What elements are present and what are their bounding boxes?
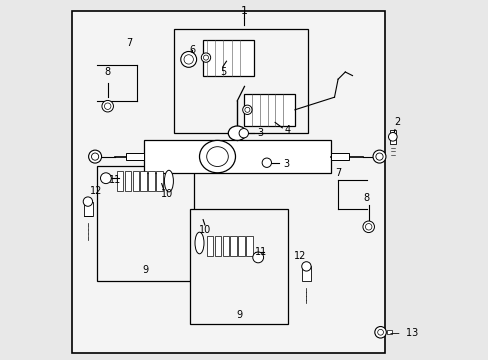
Bar: [124, 171, 131, 191]
Text: 2: 2: [393, 117, 400, 127]
Bar: [214, 236, 221, 256]
Bar: [389, 130, 395, 144]
Text: 5: 5: [219, 67, 225, 77]
Bar: [156, 171, 163, 191]
Circle shape: [375, 153, 382, 160]
Circle shape: [244, 107, 249, 112]
Circle shape: [252, 252, 263, 263]
Bar: [174, 29, 307, 133]
Bar: [72, 11, 384, 353]
Circle shape: [242, 105, 251, 114]
Circle shape: [104, 103, 111, 109]
Text: 9: 9: [142, 265, 148, 275]
Text: 3: 3: [282, 159, 288, 169]
Bar: [84, 202, 93, 216]
Circle shape: [262, 158, 271, 167]
Ellipse shape: [164, 170, 173, 192]
Circle shape: [102, 100, 113, 112]
Text: 4: 4: [284, 125, 290, 135]
Ellipse shape: [199, 140, 235, 173]
Bar: [97, 166, 194, 281]
Text: 10: 10: [161, 189, 173, 199]
Bar: [203, 40, 253, 76]
Text: 12: 12: [90, 186, 102, 196]
Bar: [132, 171, 139, 191]
Bar: [143, 140, 330, 173]
Circle shape: [101, 173, 111, 184]
Text: 6: 6: [189, 45, 195, 55]
Text: —  13: — 13: [389, 328, 418, 338]
Circle shape: [181, 51, 196, 67]
Text: 8: 8: [104, 67, 111, 77]
Circle shape: [387, 132, 396, 141]
Text: 10: 10: [198, 225, 211, 235]
Bar: [330, 153, 348, 160]
Circle shape: [365, 224, 371, 230]
Circle shape: [374, 327, 386, 338]
Bar: [140, 171, 146, 191]
Circle shape: [201, 53, 210, 62]
Circle shape: [91, 153, 99, 160]
Text: 8: 8: [363, 193, 369, 203]
Circle shape: [203, 55, 208, 60]
Bar: [230, 236, 237, 256]
Bar: [117, 171, 123, 191]
Text: 7: 7: [126, 38, 132, 48]
Bar: [125, 153, 143, 160]
Circle shape: [83, 197, 92, 206]
Circle shape: [377, 329, 383, 335]
Text: 7: 7: [334, 168, 341, 178]
Text: 3: 3: [257, 128, 263, 138]
Circle shape: [372, 150, 385, 163]
Text: 1: 1: [241, 6, 247, 16]
Bar: [222, 236, 228, 256]
Circle shape: [362, 221, 374, 233]
Ellipse shape: [195, 232, 203, 254]
Bar: [238, 236, 244, 256]
Circle shape: [239, 129, 248, 138]
Bar: [244, 94, 294, 126]
Text: 9: 9: [236, 310, 242, 320]
Bar: [190, 209, 287, 324]
Ellipse shape: [228, 126, 246, 140]
Circle shape: [88, 150, 102, 163]
Bar: [386, 330, 391, 334]
Bar: [148, 171, 155, 191]
Bar: [246, 236, 252, 256]
Circle shape: [301, 262, 310, 271]
Bar: [302, 266, 310, 281]
Bar: [206, 236, 213, 256]
Ellipse shape: [206, 147, 228, 167]
Text: 12: 12: [293, 251, 306, 261]
Text: 11: 11: [108, 175, 121, 185]
Circle shape: [183, 55, 193, 64]
Text: 11: 11: [254, 247, 266, 257]
